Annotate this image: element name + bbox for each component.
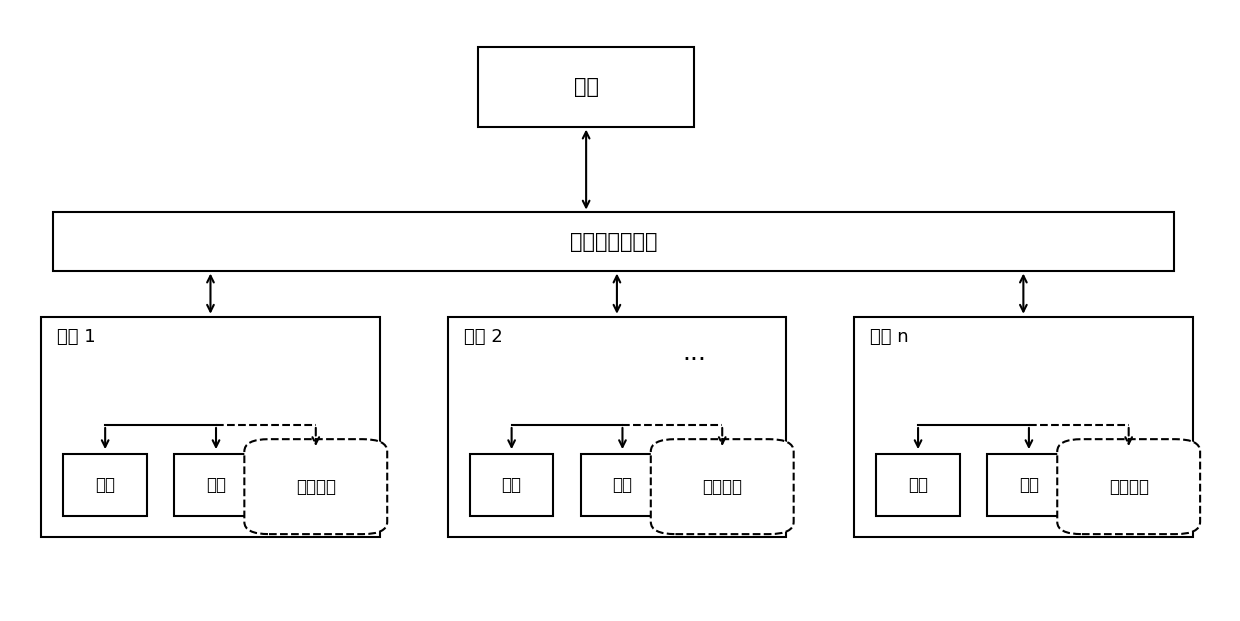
FancyBboxPatch shape: [479, 47, 694, 127]
Text: ...: ...: [682, 342, 706, 365]
Text: 电动汽车: 电动汽车: [702, 478, 743, 496]
Text: 电动汽车: 电动汽车: [296, 478, 336, 496]
Text: 负荷: 负荷: [613, 476, 632, 494]
Text: 区域能源服务商: 区域能源服务商: [570, 232, 657, 252]
Text: 光伏: 光伏: [908, 476, 928, 494]
Text: 电动汽车: 电动汽车: [1109, 478, 1148, 496]
FancyBboxPatch shape: [1058, 439, 1200, 534]
FancyBboxPatch shape: [877, 455, 960, 516]
Text: 微网 1: 微网 1: [57, 328, 95, 346]
FancyBboxPatch shape: [651, 439, 794, 534]
FancyBboxPatch shape: [854, 317, 1193, 537]
Text: 电网: 电网: [574, 77, 599, 97]
FancyBboxPatch shape: [448, 317, 786, 537]
Text: 光伏: 光伏: [502, 476, 522, 494]
FancyBboxPatch shape: [580, 455, 665, 516]
FancyBboxPatch shape: [41, 317, 379, 537]
FancyBboxPatch shape: [53, 212, 1174, 271]
Text: 微网 n: 微网 n: [870, 328, 909, 346]
FancyBboxPatch shape: [174, 455, 258, 516]
FancyBboxPatch shape: [244, 439, 387, 534]
Text: 光伏: 光伏: [95, 476, 115, 494]
FancyBboxPatch shape: [63, 455, 148, 516]
Text: 微网 2: 微网 2: [464, 328, 502, 346]
Text: 负荷: 负荷: [206, 476, 226, 494]
Text: 负荷: 负荷: [1019, 476, 1039, 494]
FancyBboxPatch shape: [470, 455, 553, 516]
FancyBboxPatch shape: [987, 455, 1071, 516]
